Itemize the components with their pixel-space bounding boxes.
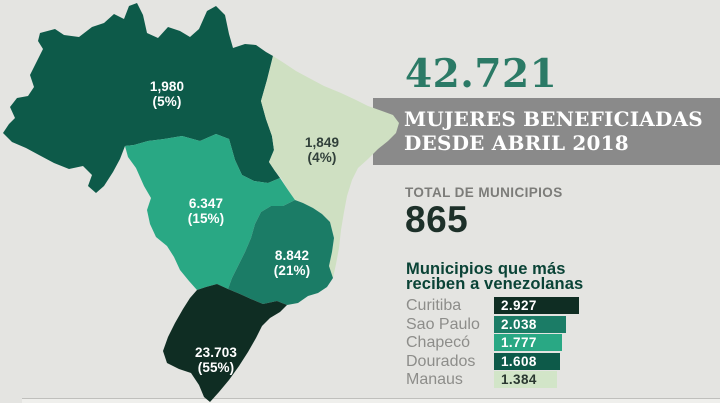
map-label-norte: 1,980 (5%) xyxy=(150,79,184,109)
city-ranking: Municipios que más reciben a venezolanas… xyxy=(406,260,706,390)
map-label-pct: (55%) xyxy=(197,360,235,376)
bottom-frame-line xyxy=(22,398,720,403)
banner-line1: MUJERES BENEFICIADAS xyxy=(404,107,703,132)
ranking-title-line2: reciben a venezolanas xyxy=(406,275,584,293)
map-label-value: 23.703 xyxy=(195,345,237,360)
map-region-norte xyxy=(3,3,280,193)
city-value-bar: 2.038 xyxy=(494,315,566,333)
map-label-pct: (15%) xyxy=(187,211,225,227)
city-value-bar: 1.384 xyxy=(494,371,557,388)
map-label-value: 1,849 xyxy=(304,135,340,150)
total-municipios-value: 865 xyxy=(405,199,469,240)
ranking-row: Dourados 1.608 xyxy=(406,352,706,370)
beneficiaries-banner: MUJERES BENEFICIADAS DESDE ABRIL 2018 xyxy=(373,98,720,165)
total-women-count: 42.721 xyxy=(405,51,558,97)
map-region-centro-oeste xyxy=(125,134,295,290)
map-label-value: 8.842 xyxy=(274,248,310,263)
city-label: Chapecó xyxy=(406,334,471,351)
ranking-row: Chapecó 1.777 xyxy=(406,334,706,351)
total-municipios-block: TOTAL DE MUNICIPIOS 865 xyxy=(405,185,563,240)
map-label-centro-oeste: 6.347 (15%) xyxy=(188,196,225,226)
map-label-pct: (21%) xyxy=(273,263,311,279)
ranking-rows: Curitiba 2.927 Sao Paulo 2.038 Chapecó 1… xyxy=(406,297,706,388)
brazil-map xyxy=(3,3,399,402)
ranking-title: Municipios que más reciben a venezolanas xyxy=(406,260,706,293)
ranking-row: Curitiba 2.927 xyxy=(406,297,706,314)
map-label-nordeste: 1,849 (4%) xyxy=(305,135,339,165)
city-label: Sao Paulo xyxy=(406,315,480,333)
map-label-sudeste: 8.842 (21%) xyxy=(274,248,311,278)
city-label: Curitiba xyxy=(406,297,462,314)
city-label: Dourados xyxy=(406,352,476,370)
map-label-pct: (5%) xyxy=(152,94,182,110)
map-label-sul: 23.703 (55%) xyxy=(195,345,237,375)
total-municipios-label: TOTAL DE MUNICIPIOS xyxy=(405,185,563,200)
map-region-sul xyxy=(163,284,287,402)
ranking-row: Manaus 1.384 xyxy=(406,371,706,388)
map-label-value: 6.347 xyxy=(188,196,224,211)
map-label-value: 1,980 xyxy=(149,79,185,94)
map-label-pct: (4%) xyxy=(307,150,337,166)
banner-line2: DESDE ABRIL 2018 xyxy=(404,130,629,155)
city-value-bar: 1.608 xyxy=(494,352,560,370)
map-region-nordeste xyxy=(261,56,399,278)
city-label: Manaus xyxy=(406,371,463,388)
map-region-sudeste xyxy=(228,200,334,305)
city-value-bar: 1.777 xyxy=(494,334,562,351)
ranking-row: Sao Paulo 2.038 xyxy=(406,315,706,333)
ranking-title-line1: Municipios que más xyxy=(406,260,566,278)
city-value-bar: 2.927 xyxy=(494,297,579,314)
